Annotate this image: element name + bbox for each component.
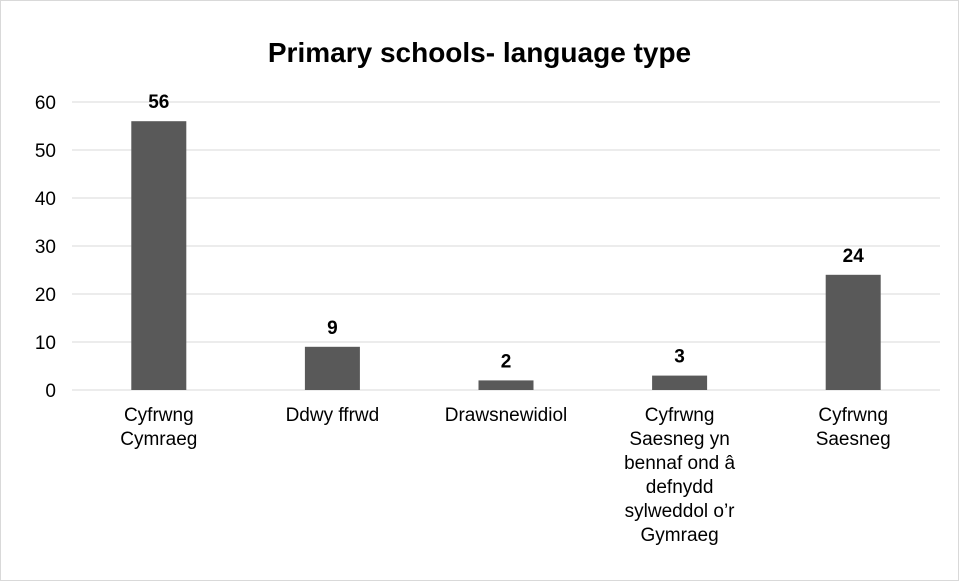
y-tick-label: 10 bbox=[35, 333, 56, 354]
data-label: 2 bbox=[501, 351, 512, 372]
category-label-line: Gymraeg bbox=[641, 525, 719, 546]
category-label: Drawsnewidiol bbox=[445, 405, 568, 426]
category-label-line: Cymraeg bbox=[120, 429, 197, 450]
y-tick-label: 60 bbox=[35, 93, 56, 114]
category-label-line: Ddwy ffrwd bbox=[286, 405, 380, 426]
chart-title: Primary schools- language type bbox=[267, 37, 692, 68]
category-label-line: bennaf ond â bbox=[624, 453, 735, 474]
category-label-line: Cyfrwng bbox=[124, 405, 194, 426]
bar bbox=[478, 380, 534, 390]
category-label: Cyfrwng Cymraeg bbox=[120, 405, 197, 450]
y-tick-label: 40 bbox=[35, 189, 56, 210]
category-label-line: Cyfrwng bbox=[645, 405, 715, 426]
data-label: 24 bbox=[843, 246, 865, 267]
bar bbox=[652, 375, 708, 390]
category-label-line: Drawsnewidiol bbox=[445, 405, 568, 426]
category-label: Cyfrwng Saesneg yn bennaf ond â defnydd sylw… bbox=[624, 405, 735, 546]
y-tick-label: 20 bbox=[35, 285, 56, 306]
bar bbox=[825, 274, 881, 390]
category-label: Ddwy ffrwd bbox=[286, 405, 380, 426]
data-label: 3 bbox=[674, 347, 685, 368]
category-label-line: sylweddol o’r bbox=[625, 501, 735, 522]
category-label-line: defnydd bbox=[646, 477, 714, 498]
category-label-line: Saesneg yn bbox=[629, 429, 729, 450]
y-tick-label: 0 bbox=[45, 381, 56, 402]
bar bbox=[304, 346, 360, 390]
category-label-line: Cyfrwng bbox=[818, 405, 888, 426]
data-label: 56 bbox=[148, 92, 169, 113]
y-tick-label: 30 bbox=[35, 237, 56, 258]
category-label: Cyfrwng Saesneg bbox=[816, 405, 891, 450]
data-label: 9 bbox=[327, 318, 338, 339]
y-tick-label: 50 bbox=[35, 141, 56, 162]
category-label-line: Saesneg bbox=[816, 429, 891, 450]
bar bbox=[131, 121, 187, 390]
